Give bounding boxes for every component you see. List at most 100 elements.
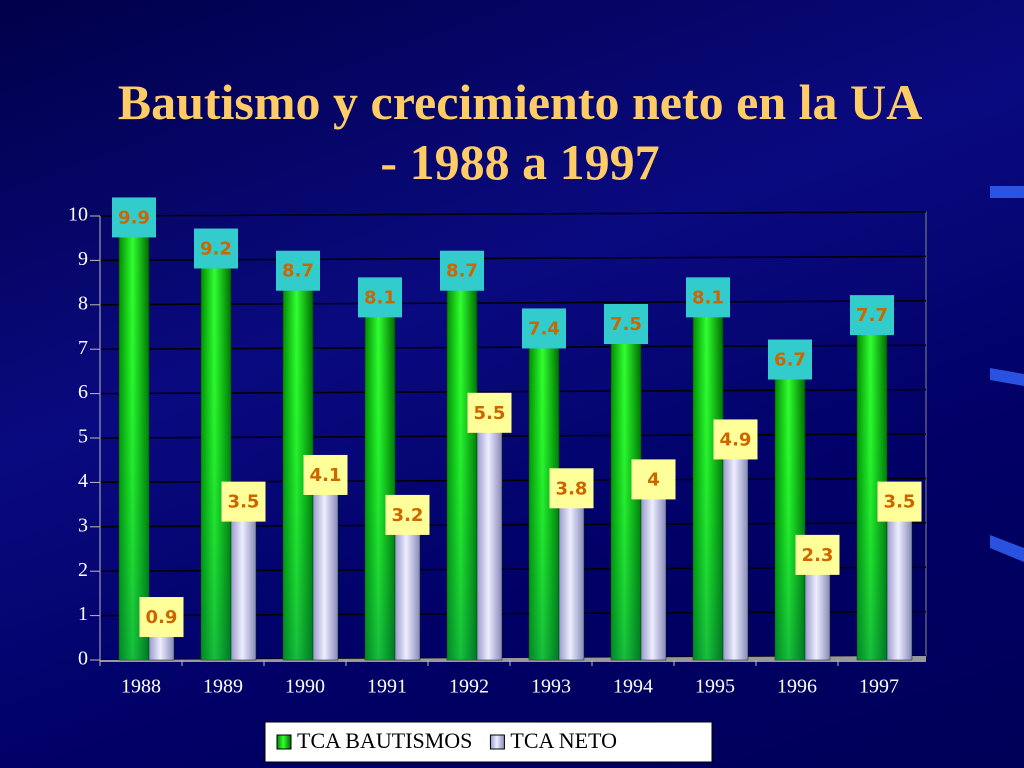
grid-line — [99, 300, 927, 306]
value-label-box — [440, 250, 484, 291]
value-label-text: 8.1 — [364, 287, 396, 308]
value-label: 4.9 — [713, 419, 758, 460]
value-label: 4 — [631, 459, 676, 500]
value-label: 8.7 — [440, 250, 484, 291]
value-label: 9.2 — [194, 228, 238, 269]
value-label: 7.4 — [522, 308, 566, 349]
legend-label: TCA BAUTISMOS — [297, 728, 472, 753]
value-label-text: 9.2 — [200, 239, 232, 260]
x-tick-label: 1994 — [613, 676, 653, 698]
y-tick-label: 6 — [78, 381, 88, 403]
value-label-box — [467, 392, 512, 433]
title-box: Bautismo y crecimiento neto en la UA - 1… — [60, 72, 980, 192]
value-label: 3.8 — [549, 468, 594, 509]
bar-shade — [447, 273, 477, 660]
y-tick-label: 9 — [78, 248, 88, 270]
bar-shade — [775, 362, 805, 660]
value-label: 7.5 — [604, 304, 648, 344]
value-label-box — [549, 468, 594, 509]
y-tick-label: 3 — [78, 514, 88, 536]
bar — [394, 517, 421, 661]
x-tick-label: 1989 — [203, 676, 243, 698]
value-label-box — [686, 277, 730, 318]
value-label-box — [713, 419, 758, 460]
value-label: 8.7 — [276, 250, 320, 291]
bar — [312, 477, 339, 661]
x-tick-label: 1996 — [777, 676, 817, 698]
value-label-box — [112, 197, 156, 238]
value-label-box — [768, 339, 812, 380]
value-label-text: 3.5 — [228, 492, 260, 513]
chart-title: Bautismo y crecimiento neto en la UA - 1… — [117, 74, 923, 190]
value-label-box — [631, 459, 676, 500]
value-label-text: 6.7 — [774, 350, 806, 371]
value-label-text: 8.7 — [282, 261, 314, 282]
value-label-text: 7.7 — [856, 305, 888, 326]
value-label-text: 7.4 — [528, 318, 560, 339]
value-label: 8.1 — [358, 277, 402, 318]
value-label: 6.7 — [768, 339, 812, 380]
value-label-text: 3.8 — [556, 478, 588, 499]
value-label: 8.1 — [686, 277, 730, 318]
value-label-text: 0.9 — [146, 607, 178, 628]
y-tick-label: 5 — [78, 426, 88, 448]
x-tick-label: 1990 — [285, 676, 325, 698]
y-tick-label: 8 — [78, 292, 88, 314]
x-tick-label: 1992 — [449, 676, 489, 698]
y-tick-label: 2 — [78, 559, 88, 581]
value-label: 9.9 — [112, 197, 156, 238]
value-label-box — [522, 308, 566, 349]
value-label-box — [303, 454, 348, 495]
decor — [990, 186, 1024, 562]
grid-line — [99, 211, 927, 217]
y-tick-label: 0 — [78, 648, 88, 670]
y-tick-label: 4 — [78, 470, 88, 492]
value-label-box — [795, 534, 840, 575]
value-label: 3.2 — [385, 494, 430, 535]
x-tick-label: 1997 — [859, 676, 899, 698]
value-label-text: 5.5 — [474, 403, 506, 424]
x-tick-label: 1993 — [531, 676, 571, 698]
value-label-box — [850, 295, 894, 336]
value-label: 5.5 — [467, 392, 512, 433]
bar — [804, 557, 831, 661]
value-label-box — [276, 250, 320, 291]
value-label-box — [604, 304, 648, 344]
value-label-box — [877, 481, 922, 522]
value-label: 7.7 — [850, 295, 894, 336]
legend-label: TCA NETO — [510, 728, 617, 753]
bar — [722, 442, 749, 661]
value-label-text: 2.3 — [802, 545, 834, 566]
bar-shade — [365, 300, 395, 660]
x-tick-label: 1991 — [367, 676, 407, 698]
value-label-box — [358, 277, 402, 318]
bar — [230, 504, 257, 661]
bar — [476, 415, 503, 661]
value-label-text: 4.1 — [310, 465, 342, 486]
value-label: 4.1 — [303, 454, 348, 495]
value-label-text: 4.9 — [720, 429, 752, 450]
value-label-text: 3.5 — [884, 492, 916, 513]
legend-swatch — [276, 734, 292, 750]
legend-box — [264, 721, 713, 763]
value-label-box — [194, 228, 238, 269]
value-label: 3.5 — [221, 481, 266, 522]
value-label: 0.9 — [139, 597, 184, 638]
value-label-text: 3.2 — [392, 505, 424, 526]
bar-shade — [693, 300, 723, 660]
bar — [886, 504, 913, 661]
value-label-text: 8.1 — [692, 287, 724, 308]
y-tick-label: 1 — [78, 603, 88, 625]
value-label: 3.5 — [877, 481, 922, 522]
legend: TCA BAUTISMOS TCA NETO — [276, 728, 617, 753]
legend-swatch — [489, 734, 505, 750]
value-label-text: 8.7 — [446, 261, 478, 282]
value-label-text: 7.5 — [610, 314, 642, 335]
value-label-box — [139, 597, 184, 638]
bar-shade — [201, 251, 231, 660]
value-label-box — [385, 494, 430, 535]
bar — [558, 491, 585, 661]
x-tick-label: 1988 — [121, 676, 161, 698]
